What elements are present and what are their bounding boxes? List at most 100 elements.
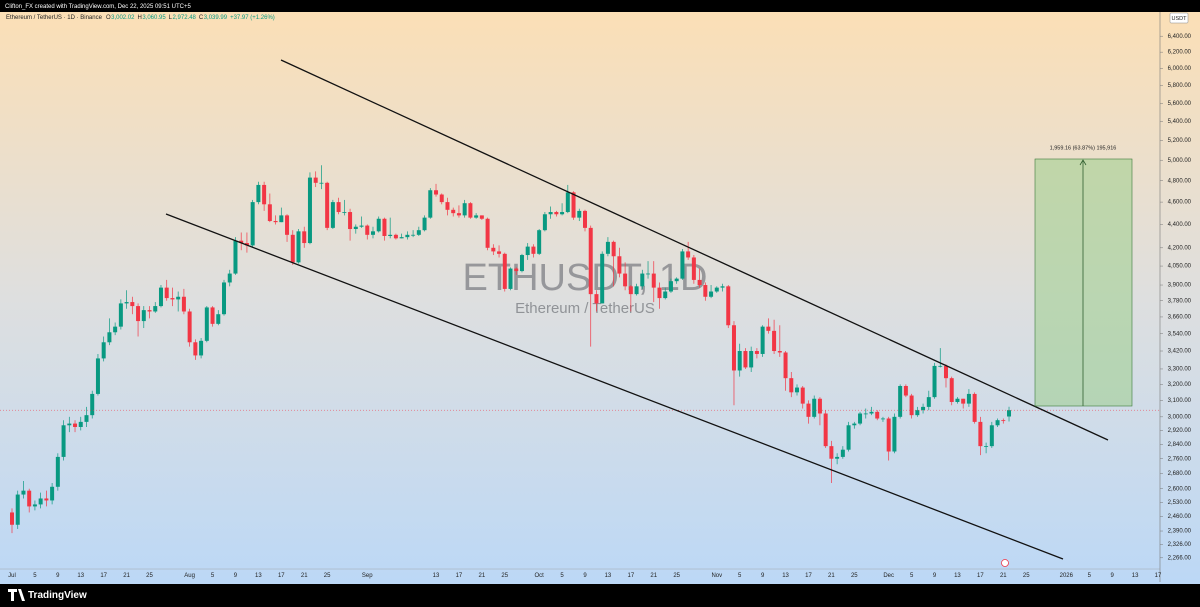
x-tick-label: 5	[1088, 573, 1092, 579]
y-tick-label: 5,800.00	[1168, 83, 1192, 89]
candle-body	[972, 393, 977, 422]
candle-body	[508, 268, 513, 289]
x-tick-label: Jul	[8, 573, 16, 579]
x-tick-label: 21	[301, 573, 308, 579]
candle-body	[101, 342, 106, 359]
candle-body	[187, 311, 192, 343]
legend-key: H	[137, 15, 141, 21]
candle-body	[296, 231, 301, 263]
x-tick-label: Aug	[184, 573, 195, 579]
x-tick-label: 17	[456, 573, 463, 579]
candle-body	[170, 298, 175, 300]
candle-body	[800, 387, 805, 404]
x-tick-label: 13	[605, 573, 612, 579]
currency-box	[1169, 12, 1189, 24]
x-tick-label: 25	[501, 573, 508, 579]
candle-body	[434, 190, 439, 195]
candle-body	[136, 306, 141, 322]
candle-body	[668, 281, 673, 292]
watermark-sub: Ethereum / TetherUS	[515, 300, 655, 317]
candle-body	[336, 202, 341, 213]
candle-body	[571, 192, 576, 218]
candle-body	[840, 449, 845, 457]
candle-body	[479, 215, 484, 219]
candle-body	[749, 351, 754, 368]
candle-body	[663, 291, 668, 299]
candle-body	[995, 420, 1000, 426]
y-tick-label: 3,540.00	[1168, 331, 1192, 337]
candle-body	[823, 413, 828, 447]
candle-body	[542, 214, 547, 231]
candle-body	[829, 446, 834, 459]
candle-body	[256, 184, 261, 203]
candle-body	[875, 411, 880, 419]
upper-trendline	[280, 59, 1109, 441]
y-tick-label: 3,900.00	[1168, 283, 1192, 289]
y-tick-label: 4,600.00	[1168, 200, 1192, 206]
legend-value: 3,060.95	[142, 15, 166, 21]
candle-body	[651, 273, 656, 288]
candle-body	[777, 351, 782, 353]
candle-body	[731, 325, 736, 371]
y-tick-label: 5,200.00	[1168, 138, 1192, 144]
candle-body	[835, 456, 840, 459]
candle-body	[1007, 410, 1012, 417]
x-tick-label: 13	[954, 573, 961, 579]
candle-body	[686, 251, 691, 258]
candle-body	[846, 425, 851, 450]
x-tick-label: 9	[56, 573, 60, 579]
candle-body	[388, 234, 393, 236]
candle-body	[697, 279, 702, 286]
candle-body	[393, 234, 398, 239]
candle-body	[869, 411, 874, 414]
candle-body	[10, 512, 14, 525]
candle-body	[32, 504, 37, 507]
y-tick-label: 2,760.00	[1168, 456, 1192, 462]
candle-body	[932, 365, 937, 398]
candle-body	[474, 215, 479, 218]
chart-background	[0, 12, 1200, 584]
candle-body	[95, 358, 100, 394]
candle-body	[61, 425, 66, 457]
y-tick-label: 4,050.00	[1168, 264, 1192, 270]
y-tick-label: 2,266.00	[1168, 555, 1192, 561]
y-tick-label: 5,600.00	[1168, 101, 1192, 107]
legend-key: O	[106, 15, 111, 21]
candle-body	[130, 302, 135, 307]
x-tick-label: 21	[1000, 573, 1007, 579]
candle-body	[680, 251, 685, 279]
candle-body	[416, 230, 421, 235]
candle-body	[216, 314, 221, 324]
candle-body	[594, 294, 599, 304]
candle-body	[78, 421, 83, 427]
x-tick-label: 21	[828, 573, 835, 579]
y-tick-label: 3,660.00	[1168, 315, 1192, 321]
y-tick-label: 3,200.00	[1168, 382, 1192, 388]
candle-body	[600, 253, 605, 304]
x-tick-label: 5	[560, 573, 564, 579]
candle-body	[399, 237, 404, 239]
candle-body	[21, 490, 26, 495]
candle-body	[193, 342, 198, 356]
candle-body	[153, 306, 158, 312]
candle-body	[984, 446, 989, 447]
x-tick-label: 5	[211, 573, 215, 579]
x-tick-label: 13	[77, 573, 84, 579]
candle-body	[812, 398, 817, 417]
candle-body	[565, 192, 570, 213]
candle-body	[497, 251, 502, 254]
x-tick-label: 21	[479, 573, 486, 579]
candle-body	[795, 387, 800, 393]
y-tick-label: 5,000.00	[1168, 158, 1192, 164]
candle-body	[588, 227, 593, 295]
x-tick-label: 13	[1132, 573, 1139, 579]
y-tick-label: 2,920.00	[1168, 428, 1192, 434]
y-tick-label: 6,200.00	[1168, 50, 1192, 56]
candle-body	[330, 202, 335, 228]
candle-body	[525, 246, 530, 256]
candle-body	[199, 340, 204, 356]
x-tick-label: 9	[933, 573, 937, 579]
y-tick-label: 3,300.00	[1168, 367, 1192, 373]
candle-body	[27, 490, 32, 507]
candle-body	[176, 296, 181, 300]
